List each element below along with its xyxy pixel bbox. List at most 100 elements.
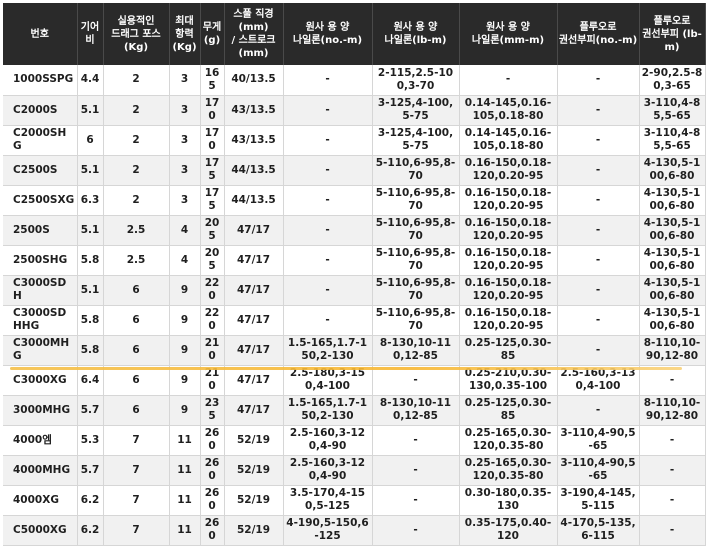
cell-nylon-mm-m: 0.14-145,0.16-105,0.18-80 [459,125,558,156]
cell-max-drag: 3 [169,185,201,216]
cell-drag-force: 2 [103,185,170,216]
cell-nylon-lb-m: - [372,485,460,516]
cell-model: C2000S [3,95,78,126]
column-header-weight: 무게 (g) [200,3,225,65]
cell-nylon-no-m: - [283,245,373,276]
column-header-nylon-no-m: 원사 용 양 나일론(no.-m) [283,3,373,65]
cell-nylon-lb-m: 2-115,2.5-100,3-70 [372,65,460,96]
cell-nylon-mm-m: 0.16-150,0.18-120,0.20-95 [459,305,558,336]
cell-fluoro-no-m: - [557,335,640,366]
cell-weight: 210 [200,335,225,366]
cell-nylon-mm-m: - [459,65,558,96]
cell-weight: 170 [200,125,225,156]
table-header-row: 번호 기어 비 실용적인 드래그 포스 (Kg) 최대 항력 (Kg) 무게 (g) 스풀… [3,3,706,65]
cell-nylon-no-m: - [283,95,373,126]
cell-gear-ratio: 4.4 [77,65,104,96]
cell-weight: 175 [200,155,225,186]
cell-spool-stroke: 47/17 [224,395,284,426]
cell-model: C3000SDH [3,275,78,306]
cell-spool-stroke: 44/13.5 [224,185,284,216]
cell-max-drag: 4 [169,215,201,246]
cell-model: 2500SHG [3,245,78,276]
cell-fluoro-no-m: - [557,275,640,306]
cell-gear-ratio: 5.3 [77,425,104,456]
cell-drag-force: 6 [103,305,170,336]
cell-gear-ratio: 5.1 [77,95,104,126]
cell-drag-force: 2 [103,125,170,156]
column-header-drag-force: 실용적인 드래그 포스 (Kg) [103,3,170,65]
cell-weight: 260 [200,485,225,516]
cell-nylon-no-m: - [283,155,373,186]
cell-fluoro-lb-m: 2-90,2.5-80,3-65 [639,65,706,96]
cell-spool-stroke: 47/17 [224,215,284,246]
cell-gear-ratio: 5.7 [77,395,104,426]
cell-max-drag: 3 [169,65,201,96]
cell-fluoro-no-m: - [557,395,640,426]
cell-spool-stroke: 47/17 [224,245,284,276]
cell-nylon-lb-m: 5-110,6-95,8-70 [372,245,460,276]
cell-weight: 260 [200,425,225,456]
cell-max-drag: 11 [169,515,201,546]
cell-drag-force: 7 [103,515,170,546]
cell-nylon-lb-m: 5-110,6-95,8-70 [372,215,460,246]
cell-drag-force: 7 [103,485,170,516]
cell-spool-stroke: 52/19 [224,455,284,486]
cell-model: C3000MHG [3,335,78,366]
cell-max-drag: 4 [169,245,201,276]
cell-weight: 260 [200,515,225,546]
cell-weight: 205 [200,215,225,246]
cell-fluoro-no-m: 4-170,5-135,6-115 [557,515,640,546]
cell-model: C2500S [3,155,78,186]
cell-fluoro-no-m: - [557,215,640,246]
cell-nylon-lb-m: 5-110,6-95,8-70 [372,275,460,306]
cell-drag-force: 2 [103,65,170,96]
cell-spool-stroke: 40/13.5 [224,65,284,96]
cell-fluoro-lb-m: 3-110,4-85,5-65 [639,95,706,126]
table-row: 2500SHG 5.8 2.5 4 205 47/17-5-110,6-95,8-70 0.… [3,245,706,276]
cell-nylon-mm-m: 0.30-180,0.35-130 [459,485,558,516]
cell-nylon-mm-m: 0.25-165,0.30-120,0.35-80 [459,455,558,486]
column-header-nylon-lb-m: 원사 용 양 나일론(lb-m) [372,3,460,65]
table-row: 1000SSPG 4.4 2 3 165 40/13.5-2-115,2.5-100,3-… [3,65,706,96]
cell-fluoro-lb-m: 4-130,5-100,6-80 [639,305,706,336]
cell-drag-force: 7 [103,425,170,456]
table-row: C3000MHG 5.8 6 9 210 47/17 1.5-165,1.7-150,2-1… [3,335,706,366]
cell-gear-ratio: 5.8 [77,335,104,366]
cell-spool-stroke: 44/13.5 [224,155,284,186]
cell-drag-force: 6 [103,395,170,426]
table-body: 1000SSPG 4.4 2 3 165 40/13.5-2-115,2.5-100,3-… [3,65,706,546]
cell-weight: 170 [200,95,225,126]
table-row: C3000XG 6.4 6 9 210 47/17 2.5-180,3-150,4-100-… [3,365,706,396]
cell-weight: 205 [200,245,225,276]
cell-fluoro-no-m: - [557,95,640,126]
cell-fluoro-no-m: 3-110,4-90,5-65 [557,455,640,486]
cell-nylon-mm-m: 0.16-150,0.18-120,0.20-95 [459,275,558,306]
cell-max-drag: 3 [169,155,201,186]
cell-model: 1000SSPG [3,65,78,96]
cell-spool-stroke: 47/17 [224,365,284,396]
cell-spool-stroke: 47/17 [224,275,284,306]
cell-nylon-no-m: 2.5-180,3-150,4-100 [283,365,373,396]
cell-fluoro-lb-m: 4-130,5-100,6-80 [639,185,706,216]
cell-nylon-lb-m: 3-125,4-100,5-75 [372,125,460,156]
cell-fluoro-no-m: - [557,65,640,96]
cell-nylon-no-m: - [283,185,373,216]
cell-nylon-mm-m: 0.25-210,0.30-130,0.35-100 [459,365,558,396]
cell-model: C5000XG [3,515,78,546]
cell-weight: 165 [200,65,225,96]
cell-gear-ratio: 5.1 [77,275,104,306]
cell-drag-force: 2 [103,95,170,126]
cell-max-drag: 11 [169,455,201,486]
cell-drag-force: 2.5 [103,215,170,246]
cell-model: 4000엠 [3,425,78,456]
cell-nylon-lb-m: 8-130,10-110,12-85 [372,335,460,366]
cell-nylon-mm-m: 0.25-125,0.30-85 [459,395,558,426]
cell-gear-ratio: 6.2 [77,485,104,516]
cell-nylon-mm-m: 0.16-150,0.18-120,0.20-95 [459,245,558,276]
cell-nylon-no-m: - [283,215,373,246]
cell-max-drag: 9 [169,335,201,366]
column-header-model: 번호 [3,3,78,65]
cell-spool-stroke: 52/19 [224,425,284,456]
cell-fluoro-no-m: 2.5-160,3-130,4-100 [557,365,640,396]
cell-gear-ratio: 5.7 [77,455,104,486]
